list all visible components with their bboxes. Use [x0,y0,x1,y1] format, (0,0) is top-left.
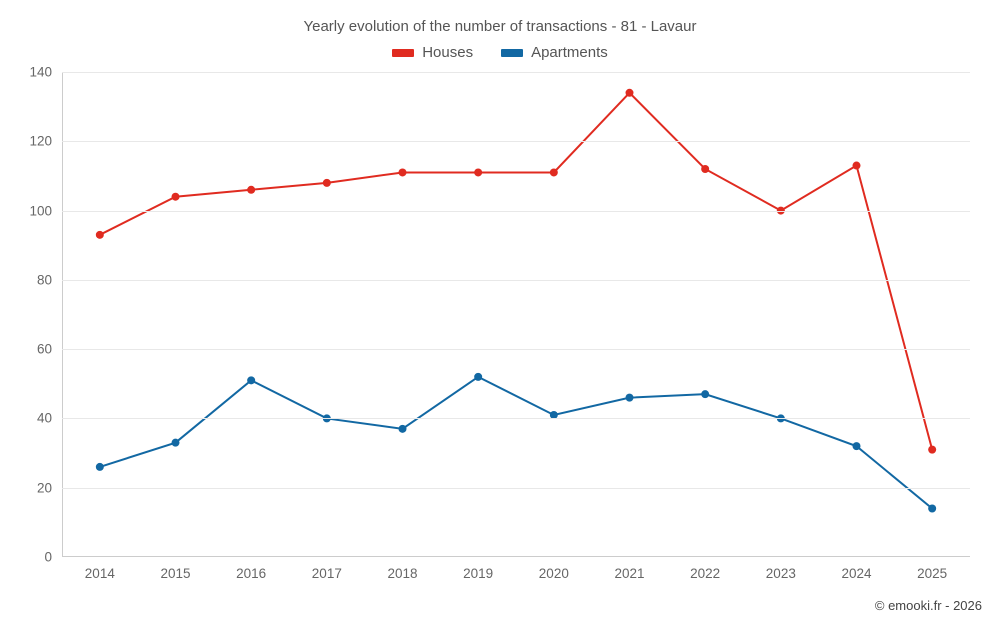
x-tick-label: 2021 [614,566,645,581]
data-point[interactable] [625,88,634,97]
x-tick-label: 2022 [690,566,721,581]
chart-title: Yearly evolution of the number of transa… [303,18,697,35]
y-tick-label: 120 [29,133,52,149]
data-point[interactable] [701,390,710,399]
data-point[interactable] [928,504,937,513]
x-tick-label: 2025 [917,566,948,581]
grid-line [62,72,970,73]
series-layer [95,88,937,513]
x-tick-label: 2023 [765,566,796,581]
grid-line [62,210,970,212]
data-point[interactable] [701,165,710,173]
y-tick-label: 40 [36,410,52,426]
y-tick-label: 0 [44,549,52,565]
legend-swatch-apartments [501,48,524,57]
data-point[interactable] [95,230,104,239]
data-point[interactable] [474,372,483,381]
grid-line [62,418,970,420]
data-point[interactable] [322,178,331,187]
data-point[interactable] [95,462,104,471]
data-point[interactable] [171,192,180,201]
legend-item-apartments[interactable]: Apartments [501,44,608,61]
legend-item-houses[interactable]: Houses [392,44,473,61]
legend-label-apartments: Apartments [531,44,608,61]
data-point[interactable] [247,185,256,194]
y-tick-label: 100 [29,203,52,219]
data-point[interactable] [549,168,558,177]
x-tick-label: 2017 [311,566,342,581]
data-point[interactable] [171,438,180,447]
grid-line [62,487,970,489]
x-tick-label: 2016 [236,566,267,581]
x-tick-label: 2019 [463,566,494,581]
y-tick-label: 140 [29,64,52,80]
y-tick-label: 80 [36,272,52,288]
x-tick-label: 2015 [160,566,191,581]
x-tick-label: 2024 [841,566,872,581]
x-axis-line [62,556,970,557]
data-point[interactable] [852,161,861,170]
data-point[interactable] [549,410,558,419]
grid-line [62,279,970,281]
series-line-houses [99,91,934,450]
series-line-apartments [99,375,933,510]
plot-area [62,72,970,557]
credit-text: © emooki.fr - 2026 [874,598,982,613]
grid-line [62,349,970,351]
chart-legend: Houses Apartments [0,44,1000,61]
data-point[interactable] [928,445,937,454]
x-tick-label: 2014 [84,566,115,581]
data-point[interactable] [398,168,407,177]
data-point[interactable] [398,424,407,433]
x-tick-label: 2018 [387,566,418,581]
y-tick-label: 60 [36,341,52,357]
x-tick-label: 2020 [538,566,569,581]
grid-line [62,141,970,143]
y-axis-line [62,72,63,557]
data-point[interactable] [625,393,634,402]
data-point[interactable] [474,168,483,177]
legend-swatch-houses [392,48,415,57]
data-point[interactable] [852,442,861,451]
data-point[interactable] [247,376,256,385]
legend-label-houses: Houses [422,44,474,61]
y-tick-label: 20 [36,480,52,496]
